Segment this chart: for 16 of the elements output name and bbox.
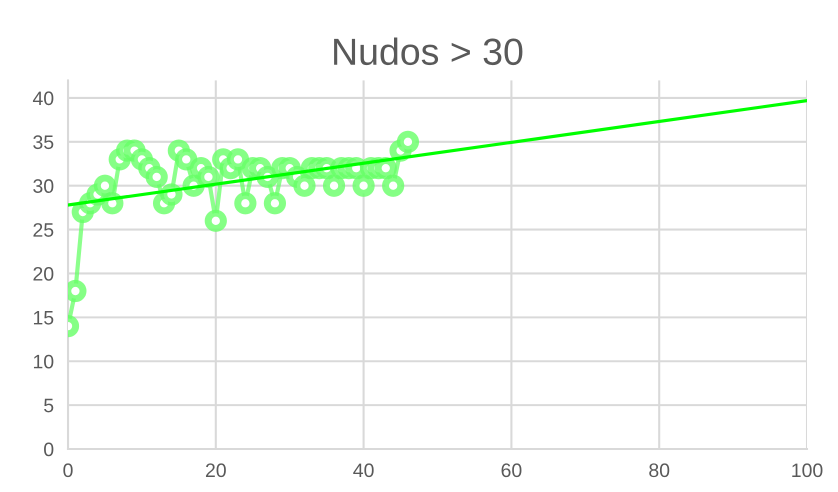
y-tick-label: 5	[44, 398, 54, 412]
x-tick-label: 100	[792, 463, 822, 478]
y-tick-label: 10	[34, 354, 54, 368]
x-tick-label: 40	[353, 463, 374, 478]
chart-title: Nudos > 30	[334, 38, 522, 66]
x-tick-label: 0	[63, 463, 73, 478]
y-tick-label: 30	[33, 179, 54, 193]
y-tick-label: 0	[44, 442, 54, 456]
y-tick-label: 15	[34, 311, 54, 325]
y-tick-label: 20	[33, 266, 54, 281]
x-tick-label: 60	[502, 463, 522, 478]
y-tick-label: 35	[33, 135, 54, 150]
x-tick-label: 80	[649, 463, 670, 478]
x-tick-label: 20	[206, 463, 226, 478]
y-tick-label: 25	[33, 223, 54, 237]
y-tick-label: 40	[32, 91, 54, 106]
